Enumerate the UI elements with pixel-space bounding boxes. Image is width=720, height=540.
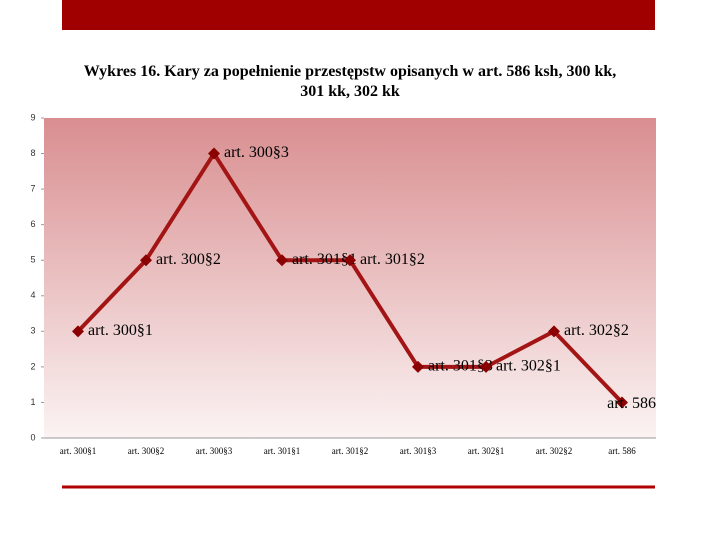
y-tick-label: 0 xyxy=(30,432,35,442)
data-label: art. 300§2 xyxy=(156,251,221,268)
marker xyxy=(208,147,220,160)
x-tick-label: art. 586 xyxy=(608,446,636,456)
marker xyxy=(412,360,424,373)
x-tick-label: art. 301§3 xyxy=(400,446,437,456)
x-tick-label: art. 300§2 xyxy=(128,446,165,456)
y-tick-label: 2 xyxy=(30,361,35,371)
y-tick-label: 9 xyxy=(30,112,35,122)
x-tick-label: art. 300§3 xyxy=(196,446,233,456)
y-tick-label: 1 xyxy=(30,397,35,407)
data-label: art. 302§1 xyxy=(496,358,561,375)
marker xyxy=(72,325,84,338)
marker xyxy=(548,325,560,338)
data-label: art. 300§1 xyxy=(88,322,153,339)
x-tick-label: art. 301§1 xyxy=(264,446,301,456)
y-tick-label: 7 xyxy=(30,183,35,193)
data-label: art. 300§3 xyxy=(224,144,289,161)
plot-area xyxy=(44,118,656,438)
marker xyxy=(140,254,152,267)
data-label: art. 302§2 xyxy=(564,322,629,339)
y-tick-label: 3 xyxy=(30,326,35,336)
y-tick-label: 8 xyxy=(30,148,35,158)
data-label: art. 586 xyxy=(607,395,656,412)
y-tick-label: 6 xyxy=(30,219,35,229)
x-tick-label: art. 302§2 xyxy=(536,446,573,456)
x-tick-label: art. 302§1 xyxy=(468,446,505,456)
top-banner xyxy=(62,0,655,30)
data-label: art. 301§1 xyxy=(292,251,357,268)
chart-title: Wykres 16. Kary za popełnienie przestęps… xyxy=(83,63,617,100)
y-tick-label: 4 xyxy=(30,290,35,300)
data-label: art. 301§2 xyxy=(360,251,425,268)
marker xyxy=(344,254,356,267)
data-label: art. 301§3 xyxy=(428,358,493,375)
marker xyxy=(616,396,628,409)
marker xyxy=(276,254,288,267)
x-tick-label: art. 301§2 xyxy=(332,446,369,456)
y-tick-label: 5 xyxy=(30,255,35,265)
x-tick-label: art. 300§1 xyxy=(60,446,97,456)
marker xyxy=(480,360,492,373)
